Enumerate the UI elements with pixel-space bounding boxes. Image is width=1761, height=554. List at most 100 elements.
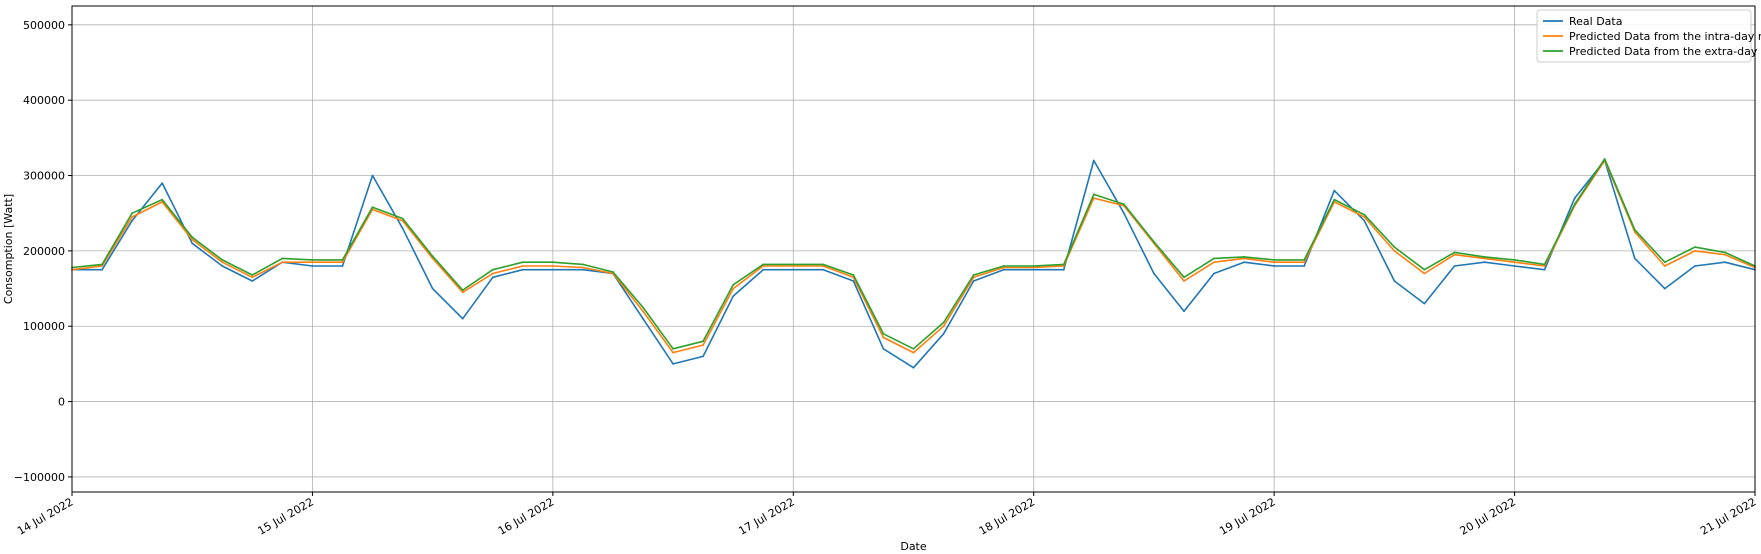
series-1 [71, 159, 1756, 369]
data-point [1423, 268, 1426, 271]
data-point [792, 263, 795, 266]
data-point [1273, 261, 1275, 264]
grid-lines [71, 6, 1756, 492]
data-point [491, 276, 494, 279]
data-point [672, 347, 674, 350]
data-point [1724, 253, 1726, 256]
legend-box [1536, 9, 1752, 63]
y-tick-label: 400000 [23, 94, 65, 107]
data-point [732, 283, 735, 286]
y-tick-label: 500000 [23, 19, 65, 32]
data-point [552, 268, 554, 271]
data-point [1032, 265, 1035, 267]
data-point [281, 261, 284, 264]
series-3 [71, 158, 1756, 350]
data-point [1273, 265, 1275, 267]
data-point [552, 265, 554, 267]
data-point [1062, 263, 1065, 266]
data-point [461, 317, 464, 320]
data-point [1363, 216, 1366, 218]
data-point [1423, 302, 1426, 305]
data-point [221, 265, 224, 267]
data-point [341, 261, 344, 264]
data-point [1243, 257, 1245, 260]
x-tick-label: 15 Jul 2022 [256, 495, 316, 537]
data-point [672, 363, 674, 365]
data-point [1694, 250, 1696, 252]
data-point [101, 265, 103, 267]
data-point [1183, 310, 1185, 313]
data-point [1032, 266, 1035, 269]
data-point [1002, 265, 1005, 267]
data-point [1062, 268, 1065, 271]
legend: Real Data Predicted Data from the intra-d… [1536, 9, 1761, 63]
data-point [642, 306, 644, 309]
data-point [1213, 257, 1215, 260]
y-tick-label: 100000 [23, 320, 65, 333]
data-point [1243, 256, 1245, 258]
data-point [912, 351, 915, 354]
data-point [1393, 246, 1396, 249]
x-tick-label: 20 Jul 2022 [1458, 495, 1518, 537]
data-point [1423, 272, 1426, 275]
data-point [1543, 263, 1546, 266]
data-point [1483, 261, 1486, 264]
data-point [582, 268, 584, 271]
data-point [1573, 197, 1576, 200]
data-point [912, 366, 915, 369]
data-point [101, 268, 103, 271]
data-point [1303, 261, 1306, 264]
data-point [281, 257, 284, 260]
x-tick-label: 14 Jul 2022 [15, 495, 75, 537]
data-point [1032, 268, 1035, 271]
data-point [1153, 272, 1155, 275]
data-point [1663, 265, 1666, 267]
data-point [762, 268, 765, 271]
y-tick-label: 300000 [23, 170, 65, 183]
data-point [431, 287, 434, 290]
data-point [1453, 253, 1456, 256]
data-point [1483, 256, 1486, 258]
data-point [1663, 287, 1666, 290]
data-point [161, 198, 164, 201]
data-point [1183, 280, 1185, 282]
data-point [341, 265, 344, 267]
data-point [1092, 193, 1095, 196]
data-point [642, 317, 644, 320]
data-point [311, 259, 314, 261]
data-point [1453, 265, 1456, 267]
data-point [792, 265, 795, 267]
data-point [1092, 197, 1095, 200]
y-axis-ticks: −100000 0 100000 200000 300000 400000 500000 [14, 19, 72, 484]
data-point [131, 216, 134, 218]
data-point [762, 263, 765, 266]
data-point [191, 238, 194, 241]
data-point [702, 344, 704, 346]
data-point [1483, 257, 1486, 260]
data-point [1183, 276, 1185, 279]
x-tick-label: 21 Jul 2022 [1698, 495, 1758, 537]
data-point [311, 261, 314, 264]
data-point [1213, 261, 1215, 264]
data-point [942, 321, 945, 324]
data-point [1303, 265, 1306, 267]
data-point [491, 272, 494, 275]
data-point [491, 268, 494, 271]
series-2 [71, 159, 1756, 354]
data-point [852, 280, 855, 282]
data-point [1453, 251, 1456, 254]
data-point [1633, 257, 1636, 260]
data-point [1513, 265, 1516, 267]
data-point [1333, 198, 1336, 201]
data-point [1062, 265, 1065, 267]
data-point [401, 227, 404, 230]
data-point [1123, 212, 1125, 215]
data-point [431, 257, 434, 260]
data-point [1573, 203, 1576, 206]
data-point [582, 266, 584, 269]
legend-entry: Real Data [1569, 15, 1622, 28]
data-point [942, 332, 945, 335]
data-point [1513, 261, 1516, 264]
data-point [401, 217, 404, 220]
